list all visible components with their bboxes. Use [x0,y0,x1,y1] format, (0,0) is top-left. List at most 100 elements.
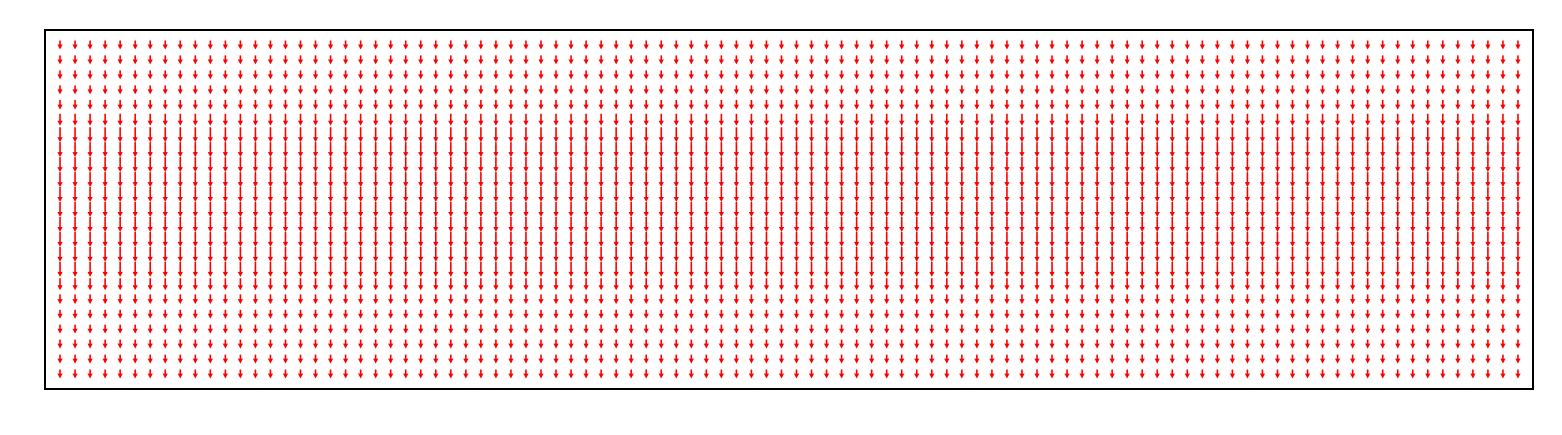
arrow [1154,369,1160,379]
arrow [1139,261,1145,277]
arrow [403,172,409,188]
arrow [673,187,679,203]
arrow [192,187,198,203]
arrow [1380,172,1386,188]
arrow [1139,339,1145,349]
arrow [282,231,289,247]
arrow [1229,157,1235,173]
arrow [959,99,965,110]
arrow [433,278,439,291]
arrow [1244,354,1251,364]
arrow [1004,246,1010,262]
arrow [1094,294,1100,305]
arrow [1004,231,1010,247]
arrow [538,99,544,110]
arrow [793,202,800,217]
arrow [132,324,138,334]
arrow [207,339,213,349]
arrow [899,261,905,277]
arrow [433,187,439,203]
arrow [793,127,800,143]
arrow [733,172,739,188]
arrow [1229,202,1235,217]
arrow [1229,339,1235,349]
arrow [312,70,319,80]
arrow [1154,278,1160,291]
arrow [493,309,499,319]
arrow [763,70,770,80]
arrow [267,157,274,173]
arrow [1425,202,1431,217]
arrow [1335,231,1341,247]
arrow [1335,339,1341,349]
arrow [688,127,694,143]
arrow [147,70,153,80]
arrow [192,369,198,379]
arrow [778,142,785,158]
arrow [823,187,830,203]
arrow [1124,246,1130,262]
arrow [1259,216,1266,232]
arrow [1380,187,1386,203]
arrow [1199,354,1205,364]
arrow [1395,369,1401,379]
arrow [1274,246,1281,262]
arrow [1004,99,1010,110]
arrow [778,231,785,247]
arrow [312,157,319,173]
arrow [1470,187,1476,203]
arrow [1109,294,1115,305]
arrow [1350,369,1356,379]
arrow [252,231,259,247]
arrow [1244,231,1251,247]
arrow [1335,202,1341,217]
arrow [733,216,739,232]
arrow [463,85,469,95]
arrow [598,99,604,110]
arrow [1365,55,1371,65]
arrow [493,216,499,232]
arrow [87,70,93,80]
arrow [237,202,243,217]
arrow [297,216,304,232]
arrow [177,40,183,50]
arrow [793,309,800,319]
arrow [1154,324,1160,334]
arrow [974,339,980,349]
arrow [854,324,860,334]
arrow [748,99,755,110]
arrow [1259,294,1266,305]
arrow [673,85,679,95]
arrow [312,40,319,50]
arrow [703,246,709,262]
arrow [778,172,785,188]
arrow [192,85,198,95]
arrow [222,324,228,334]
arrow [944,216,950,232]
arrow [1079,309,1085,319]
arrow [839,202,845,217]
arrow [373,231,379,247]
arrow [403,142,409,158]
arrow [718,157,724,173]
arrow [1319,187,1326,203]
arrow [1244,99,1251,110]
arrow [899,278,905,291]
arrow [1500,85,1506,95]
arrow [448,278,454,291]
arrow [1019,70,1025,80]
arrow [1034,70,1040,80]
arrow [1365,157,1371,173]
arrow [718,202,724,217]
arrow [733,157,739,173]
arrow [523,40,529,50]
arrow [1064,339,1070,349]
arrow [1350,70,1356,80]
arrow [553,142,559,158]
arrow [388,246,394,262]
arrow [583,202,589,217]
arrow [1319,40,1326,50]
arrow [583,324,589,334]
arrow [974,40,980,50]
arrow [102,99,108,110]
